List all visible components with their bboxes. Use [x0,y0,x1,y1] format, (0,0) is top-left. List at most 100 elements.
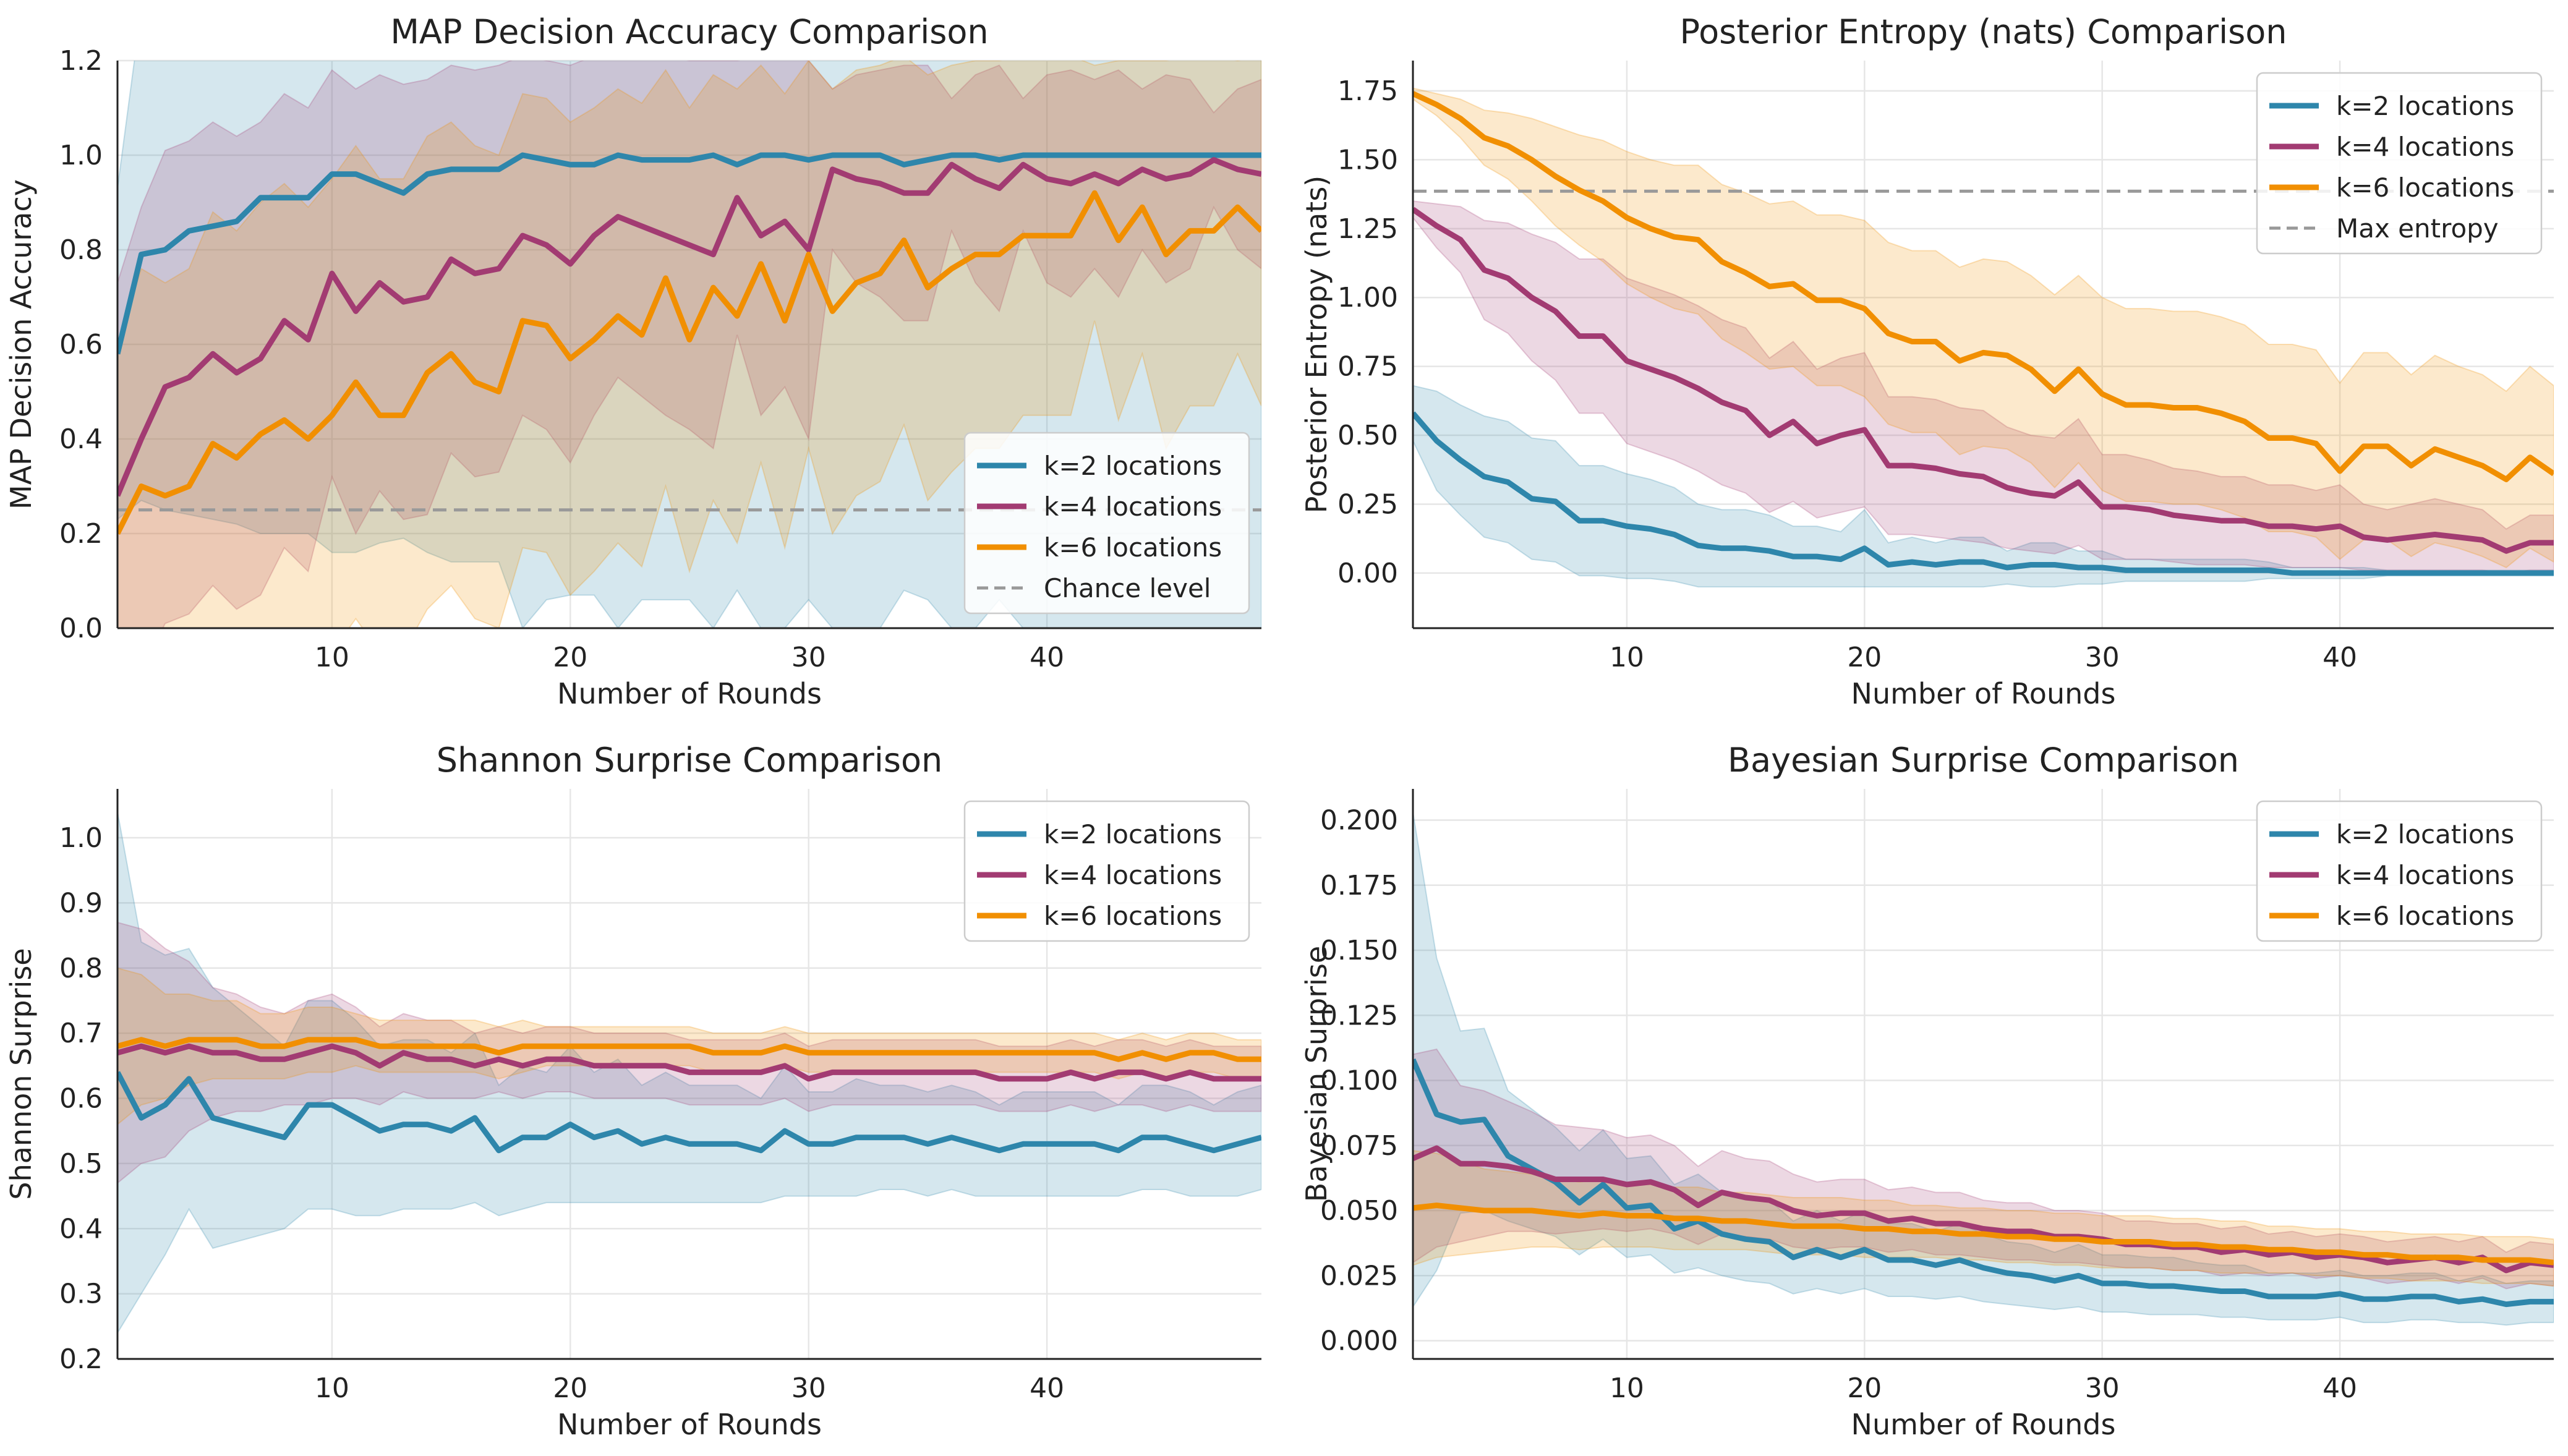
chart-title: MAP Decision Accuracy Comparison [390,12,988,51]
legend: k=2 locations k=4 locations k=6 locations [963,800,1250,942]
legend-frame [2256,800,2543,942]
legend-frame [963,432,1250,615]
series-line-k6 [117,190,1261,535]
legend-label: k=4 locations [1044,492,1222,522]
y-axis-label: Bayesian Surprise [1300,946,1333,1202]
plot-area [117,811,1261,1334]
x-tick-label: 30 [791,642,826,673]
y-tick-label: 0.50 [1337,420,1398,451]
x-axis-label: Number of Rounds [557,1408,822,1441]
chart-panel-4: 10 20 30 40 0.000 0.025 0.050 0.075 0.100 0.125 0.… [1300,741,2554,1441]
y-tick-label: 0.7 [59,1018,103,1049]
x-tick-label: 30 [791,1373,826,1404]
y-tick-label: 0.125 [1320,1000,1398,1031]
y-tick-label: 0.4 [59,424,103,455]
chart-title: Posterior Entropy (nats) Comparison [1679,12,2287,51]
y-tick-label: 0.4 [59,1213,103,1245]
legend-label: k=6 locations [1044,901,1222,931]
y-tick-label: 0.050 [1320,1195,1398,1227]
chart-title: Shannon Surprise Comparison [437,741,943,780]
y-tick-label: 0.25 [1337,488,1398,520]
series-band-k6 [117,61,1261,628]
y-tick-label: 0.9 [59,887,103,919]
chart-panel-1: 10 20 30 40 0.0 0.2 0.4 0.6 0.8 1.0 1.2 MAP Decisio… [4,12,1261,710]
y-axis-label: Posterior Entropy (nats) [1300,176,1333,514]
series-band-k6 [1413,87,2554,569]
x-tick-label: 40 [2323,642,2357,673]
y-tick-label: 0.075 [1320,1130,1398,1162]
y-tick-label: 0.2 [59,518,103,550]
y-tick-label: 1.50 [1337,144,1398,176]
chart-panel-2: 10 20 30 40 0.00 0.25 0.50 0.75 1.00 1.25 1.50 1.75… [1300,12,2554,710]
legend-label: k=2 locations [1044,819,1222,849]
x-tick-label: 10 [1610,642,1644,673]
plot-area [1413,812,2554,1326]
legend-label: k=2 locations [2336,91,2514,121]
y-tick-label: 0.200 [1320,805,1398,837]
y-tick-label: 0.8 [59,953,103,984]
y-tick-label: 1.00 [1337,282,1398,313]
series-band-k2 [117,811,1261,1334]
x-tick-label: 10 [315,1373,349,1404]
x-axis-label: Number of Rounds [557,677,822,710]
legend: k=2 locations k=4 locations k=6 locations C… [963,432,1250,615]
series-line-k6 [1413,1203,2554,1266]
series-band-k4 [117,921,1261,1184]
y-tick-label: 0.5 [59,1148,103,1180]
x-tick-label: 20 [553,1373,587,1404]
y-tick-label: 0.00 [1337,558,1398,589]
series-line-k4 [1413,206,2554,554]
plot-area [117,61,1261,628]
legend-label: k=6 locations [2336,901,2514,931]
y-tick-label: 0.6 [59,329,103,360]
plot-area [1413,87,2554,588]
series-band-k4 [117,61,1261,628]
x-tick-label: 30 [2085,642,2120,673]
legend-frame [963,800,1250,942]
x-tick-label: 40 [1030,1373,1064,1404]
legend-label: k=4 locations [2336,860,2514,890]
legend-label: k=4 locations [1044,860,1222,890]
y-tick-label: 1.0 [59,822,103,854]
y-tick-label: 1.75 [1337,75,1398,107]
y-tick-label: 0.8 [59,234,103,266]
y-tick-label: 0.025 [1320,1260,1398,1292]
y-tick-label: 0.175 [1320,870,1398,901]
legend-label: Max entropy [2336,213,2499,244]
series-band-k2 [1413,812,2554,1326]
legend: k=2 locations k=4 locations k=6 locations [2256,800,2543,942]
y-tick-label: 1.0 [59,140,103,171]
series-line-k4 [117,157,1261,497]
legend-label: k=6 locations [2336,172,2514,203]
x-tick-label: 40 [2323,1373,2357,1404]
series-line-k2 [117,1071,1261,1154]
y-tick-label: 0.0 [59,613,103,644]
y-tick-label: 1.25 [1337,213,1398,245]
y-tick-label: 0.75 [1337,351,1398,383]
y-tick-label: 0.3 [59,1279,103,1310]
legend-label: k=2 locations [2336,819,2514,849]
y-tick-label: 0.000 [1320,1326,1398,1357]
series-band-k2 [1413,385,2554,588]
legend-label: k=4 locations [2336,132,2514,162]
y-tick-label: 1.2 [59,45,103,77]
series-band-k4 [1413,1048,2554,1290]
series-line-k2 [117,152,1261,355]
y-tick-label: 0.6 [59,1083,103,1115]
x-tick-label: 40 [1030,642,1064,673]
legend: k=2 locations k=4 locations k=6 locations M… [2256,72,2543,255]
x-tick-label: 20 [1847,642,1882,673]
legend-label: k=2 locations [1044,451,1222,481]
x-tick-label: 10 [315,642,349,673]
series-line-k4 [117,1043,1261,1082]
chart-title: Bayesian Surprise Comparison [1728,741,2239,780]
legend-label: k=6 locations [1044,532,1222,563]
y-axis-label: Shannon Surprise [4,948,38,1199]
y-axis-label: MAP Decision Accuracy [4,179,38,509]
x-tick-label: 10 [1610,1373,1644,1404]
series-line-k2 [1413,1058,2554,1308]
x-axis-label: Number of Rounds [1851,677,2116,710]
x-tick-label: 20 [553,642,587,673]
series-line-k6 [117,1037,1261,1062]
